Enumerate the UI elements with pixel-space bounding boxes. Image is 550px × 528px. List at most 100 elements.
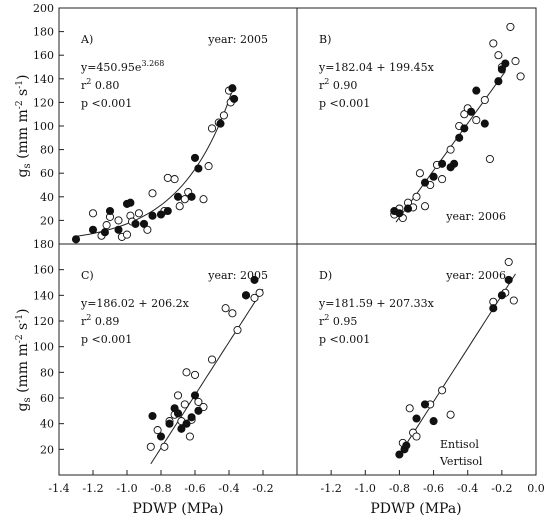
panel-b: B) year: 2006 y=182.04 + 199.45x r2 0.90 p <… (318, 22, 525, 223)
entisol-point (204, 162, 213, 171)
x-axis-title-left: PDWP (MPa) (132, 501, 223, 517)
x-tick-label: -1.0 (355, 482, 376, 495)
entisol-point (102, 221, 111, 230)
y-tick-label: 140 (33, 73, 54, 86)
vertisol-point (501, 59, 510, 68)
vertisol-point (105, 206, 115, 216)
year-label-d: year: 2006 (445, 269, 506, 282)
entisol-point (148, 189, 157, 198)
legend-entisol: Entisol (440, 438, 479, 451)
vertisol-point (460, 124, 469, 133)
entisol-point (446, 145, 455, 154)
vertisol-point (156, 210, 166, 219)
y-tick-label: 160 (33, 264, 54, 277)
vertisol-point (480, 119, 489, 128)
vertisol-point (455, 133, 464, 142)
panel-label-c: C) (81, 269, 94, 282)
year-label-b: year: 2006 (445, 210, 506, 223)
y-tick-label: 200 (33, 2, 54, 15)
vertisol-point (173, 192, 183, 201)
vertisol-point (438, 159, 447, 168)
equation-a: y=450.95e3.268 (80, 59, 164, 74)
vertisol-point (250, 275, 259, 284)
entisol-point (207, 124, 217, 133)
x-tick-label: -1.0 (116, 482, 137, 495)
x-tick-label: -1.2 (321, 482, 342, 495)
vertisol-point (403, 204, 413, 213)
vertisol-point (100, 228, 109, 237)
vertisol-point (472, 86, 481, 95)
entisol-point (412, 192, 421, 201)
entisol-point (250, 293, 259, 302)
entisol-point (185, 432, 194, 441)
r-squared-c: r2 0.89 (81, 313, 119, 328)
panel-a: A) year: 2005 y=450.95e3.268 r2 0.80 p <0.00… (71, 33, 268, 244)
x-tick-label: -1.2 (82, 482, 103, 495)
vertisol-point (228, 84, 237, 93)
entisol-point (516, 72, 525, 81)
vertisol-point (139, 219, 149, 228)
vertisol-point (497, 65, 506, 74)
vertisol-point (165, 419, 174, 428)
x-tick-label: 0.0 (527, 482, 545, 495)
entisol-point (160, 442, 169, 451)
entisol-point (122, 230, 132, 239)
vertisol-point (395, 450, 404, 459)
p-value-c: p <0.001 (81, 333, 132, 346)
entisol-point (438, 386, 447, 395)
entisol-point (143, 225, 152, 234)
entisol-point (494, 51, 503, 60)
entisol-point (163, 173, 172, 182)
vertisol-point (148, 411, 157, 421)
equation-d: y=181.59 + 207.33x (318, 297, 435, 310)
y-tick-label: 100 (33, 120, 54, 133)
y-tick-label: 40 (40, 418, 54, 431)
entisol-point (134, 209, 143, 218)
entisol-point (420, 202, 430, 211)
entisol-point (175, 202, 184, 211)
entisol-point (472, 116, 481, 125)
entisol-point (190, 370, 200, 379)
vertisol-point (190, 391, 200, 400)
vertisol-point (230, 94, 239, 103)
vertisol-point (187, 192, 196, 201)
vertisol-point (190, 153, 200, 162)
equation-c: y=186.02 + 206.2x (80, 297, 190, 310)
r-squared-a: r2 0.80 (81, 77, 119, 92)
vertisol-point (126, 198, 135, 207)
vertisol-point (187, 413, 196, 422)
y-tick-label: 180 (33, 238, 54, 251)
entisol-point (485, 154, 494, 164)
y-tick-label: 60 (40, 392, 54, 405)
entisol-point (228, 309, 237, 318)
vertisol-point (497, 291, 506, 300)
entisol-point (511, 57, 520, 66)
r-squared-b: r2 0.90 (319, 77, 357, 92)
vertisol-point (402, 441, 411, 450)
x-axis-title-right: PDWP (MPa) (370, 501, 461, 517)
x-tick-label: -0.4 (218, 482, 239, 495)
entisol-point (207, 355, 217, 364)
entisol-point (219, 111, 228, 120)
vertisol-point (156, 432, 166, 441)
panel-label-a: A) (80, 33, 93, 46)
vertisol-point (182, 419, 191, 428)
vertisol-point (163, 206, 172, 216)
p-value-a: p <0.001 (81, 97, 132, 110)
entisol-point (221, 304, 230, 313)
vertisol-point (504, 275, 513, 284)
y-tick-label: 120 (33, 96, 54, 109)
entisol-point (489, 39, 498, 48)
entisol-point (180, 195, 189, 204)
vertisol-point (194, 164, 203, 173)
y-tick-label: 20 (40, 214, 54, 227)
vertisol-point (450, 159, 459, 168)
year-label-a: year: 2005 (207, 33, 268, 46)
entisol-point (182, 368, 191, 377)
panel-c: C) year: 2005 y=186.02 + 206.2x r2 0.89 p <0… (80, 269, 268, 465)
fit-line-c (150, 288, 264, 465)
panel-d: D) year: 2006 y=181.59 + 207.33x r2 0.95 p <… (318, 257, 518, 459)
x-tick-label: -1.4 (48, 482, 69, 495)
vertisol-point (489, 304, 498, 313)
